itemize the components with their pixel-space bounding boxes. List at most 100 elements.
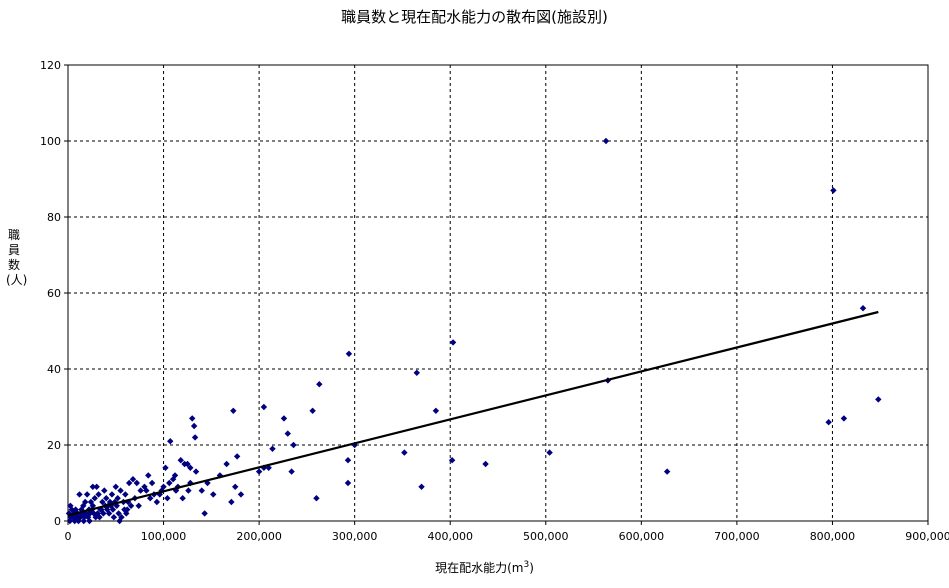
data-point-80: [99, 498, 106, 506]
grid-lines: [68, 65, 928, 521]
data-point-124: [118, 514, 125, 521]
data-point-6: [316, 381, 323, 388]
data-point-113: [96, 514, 103, 521]
data-point-41: [223, 460, 230, 468]
x-tick-label-3: 300,000: [332, 530, 378, 543]
data-point-108: [86, 510, 94, 517]
data-point-72: [117, 487, 124, 494]
x-tick-label-4: 400,000: [427, 530, 473, 543]
data-point-37: [228, 498, 235, 506]
data-point-86: [87, 498, 95, 506]
data-point-29: [875, 396, 882, 403]
data-point-71: [127, 502, 135, 509]
y-tick-label-1: 20: [47, 439, 61, 452]
data-point-134: [146, 495, 154, 502]
data-point-21: [401, 449, 408, 456]
data-point-79: [101, 487, 108, 494]
data-point-130: [89, 483, 97, 490]
data-point-53: [179, 495, 186, 502]
data-point-84: [91, 495, 98, 502]
data-point-10: [230, 407, 237, 414]
data-point-44: [418, 483, 425, 490]
data-point-15: [191, 434, 199, 441]
data-point-48: [184, 460, 191, 468]
x-tick-label-7: 700,000: [714, 530, 760, 543]
data-point-67: [125, 479, 133, 487]
data-point-118: [105, 510, 113, 517]
data-point-82: [95, 491, 102, 498]
data-point-88: [83, 491, 91, 498]
data-point-12: [280, 415, 288, 422]
data-point-32: [288, 468, 295, 475]
data-point-14: [190, 422, 198, 430]
data-point-19: [269, 445, 276, 452]
data-point-66: [129, 476, 137, 483]
data-point-78: [103, 495, 110, 502]
data-point-18: [290, 441, 297, 449]
data-point-60: [153, 498, 161, 506]
data-point-38: [201, 510, 208, 517]
data-point-22: [448, 457, 456, 464]
data-point-129: [110, 514, 118, 521]
y-tick-label-3: 60: [47, 287, 61, 300]
data-point-107: [84, 514, 92, 521]
data-point-45: [187, 464, 194, 471]
data-point-73: [114, 495, 121, 502]
data-point-128: [116, 517, 123, 525]
data-point-145: [80, 517, 87, 525]
data-point-24: [344, 457, 352, 464]
y-tick-label-5: 100: [40, 135, 61, 148]
data-point-137: [166, 479, 173, 487]
data-point-52: [185, 487, 192, 494]
y-tick-label-2: 40: [47, 363, 61, 376]
data-point-83: [93, 483, 100, 490]
y-tick-label-0: 0: [54, 515, 61, 528]
data-point-126: [123, 510, 130, 517]
data-point-5: [413, 369, 420, 376]
x-tick-label-2: 200,000: [236, 530, 282, 543]
data-points: [65, 137, 882, 525]
data-point-74: [112, 483, 119, 490]
data-point-25: [546, 449, 553, 456]
data-point-147: [86, 517, 93, 525]
x-axis-label: 現在配水能力(m3): [0, 559, 949, 576]
data-point-133: [143, 487, 150, 494]
data-point-34: [233, 453, 241, 460]
data-point-56: [162, 464, 169, 471]
data-point-31: [255, 468, 263, 475]
data-point-4: [345, 350, 353, 357]
data-point-140: [204, 479, 211, 487]
data-point-0: [602, 137, 610, 145]
data-point-99: [66, 517, 74, 525]
data-point-36: [237, 491, 245, 498]
data-point-16: [167, 438, 174, 445]
trend-line: [67, 310, 879, 517]
data-point-39: [210, 491, 217, 498]
x-tick-label-8: 800,000: [810, 530, 856, 543]
data-point-61: [148, 479, 156, 487]
x-axis-label-text: 現在配水能力(m: [435, 561, 524, 575]
x-axis-label-superscript: 3: [523, 560, 530, 570]
data-point-55: [169, 476, 177, 483]
data-point-43: [344, 479, 352, 487]
data-point-132: [135, 502, 142, 509]
data-point-139: [198, 487, 205, 494]
data-point-146: [76, 514, 84, 521]
data-point-115: [100, 510, 107, 517]
y-axis-label: 職員数(人): [6, 228, 28, 287]
data-point-64: [137, 487, 144, 494]
x-tick-label-9: 900,000: [905, 530, 949, 543]
data-point-62: [145, 472, 152, 479]
data-point-9: [309, 407, 316, 414]
y-tick-label-4: 80: [47, 211, 61, 224]
data-point-111: [92, 514, 99, 521]
x-tick-label-6: 600,000: [619, 530, 665, 543]
data-point-142: [67, 502, 74, 509]
data-point-68: [122, 491, 129, 498]
data-point-105: [81, 514, 88, 521]
data-point-23: [482, 460, 489, 468]
x-tick-label-5: 500,000: [523, 530, 569, 543]
data-point-28: [840, 415, 848, 422]
x-axis-label-end: ): [529, 561, 534, 575]
